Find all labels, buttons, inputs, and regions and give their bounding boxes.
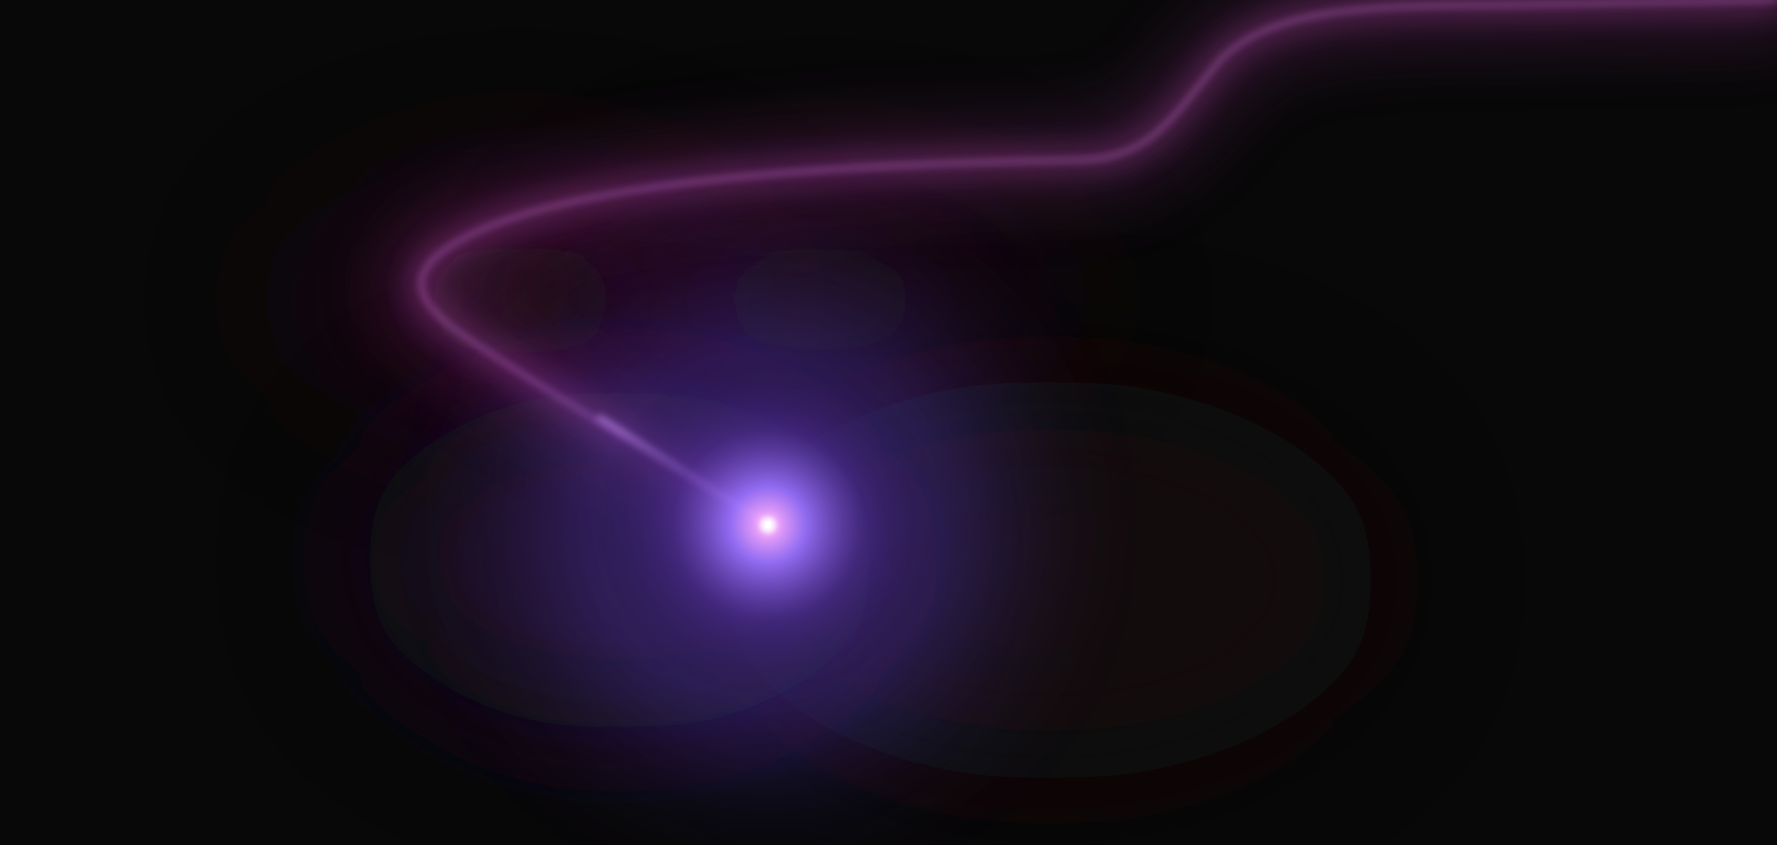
cursor-orb-point[interactable] [764, 521, 772, 529]
trail-core-line [419, 0, 1777, 527]
